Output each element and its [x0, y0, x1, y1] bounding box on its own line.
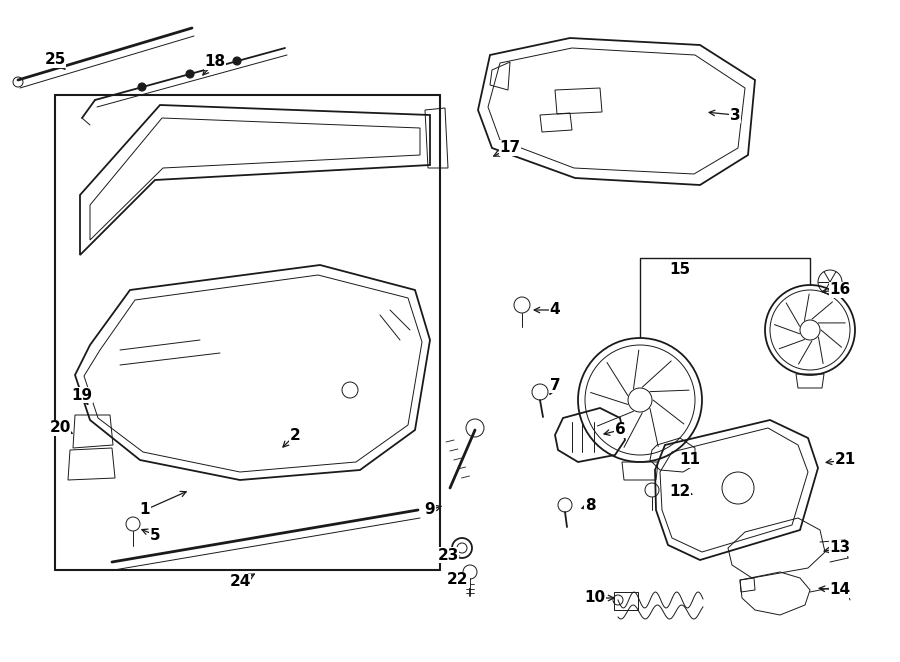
Text: 12: 12 [670, 485, 690, 500]
Text: 10: 10 [584, 591, 606, 606]
Text: 11: 11 [680, 453, 700, 467]
Text: 14: 14 [830, 583, 850, 598]
Text: 21: 21 [834, 453, 856, 467]
Text: 16: 16 [830, 283, 850, 297]
Text: 20: 20 [50, 420, 71, 436]
Text: 25: 25 [44, 52, 66, 68]
Text: 6: 6 [615, 422, 626, 438]
Circle shape [138, 83, 146, 91]
Text: 3: 3 [730, 107, 741, 122]
Text: 8: 8 [585, 498, 595, 512]
Circle shape [233, 57, 241, 65]
Text: 23: 23 [437, 547, 459, 563]
Text: 7: 7 [550, 377, 561, 393]
Text: 22: 22 [447, 573, 469, 587]
Text: 15: 15 [670, 263, 690, 277]
Text: 13: 13 [830, 540, 850, 555]
Text: 18: 18 [204, 54, 226, 70]
Circle shape [186, 70, 194, 78]
Text: 1: 1 [140, 502, 150, 518]
Text: 4: 4 [550, 303, 561, 318]
Text: 9: 9 [425, 502, 436, 518]
Text: 19: 19 [71, 387, 93, 402]
Text: 24: 24 [230, 575, 251, 589]
Text: 2: 2 [290, 428, 301, 442]
Text: 5: 5 [149, 528, 160, 542]
Text: 17: 17 [500, 140, 520, 156]
